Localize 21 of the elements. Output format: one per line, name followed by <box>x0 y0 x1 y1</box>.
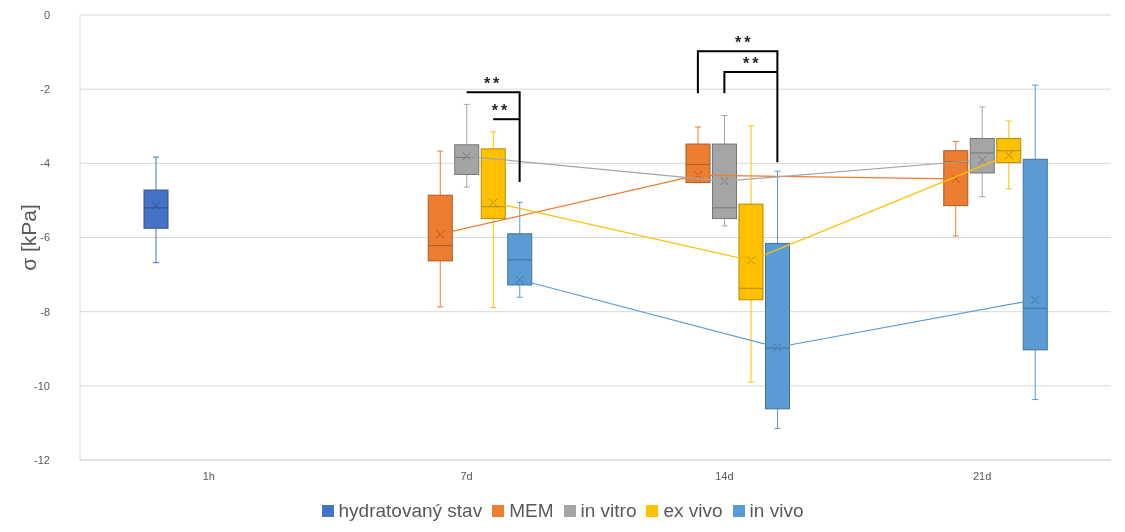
legend-label: in vitro <box>580 500 637 522</box>
y-tick-label: 0 <box>43 8 50 21</box>
legend-label: hydratovaný stav <box>338 500 483 522</box>
y-tick-label: -12 <box>34 453 50 466</box>
annotation: ** <box>735 34 754 52</box>
x-tick-label: 7d <box>460 469 473 482</box>
annotation: ** <box>742 55 762 73</box>
x-tick-label: 21d <box>972 469 992 482</box>
legend-label: in vivo <box>749 500 804 522</box>
annotation: ** <box>491 102 511 120</box>
y-tick-label: -8 <box>40 305 50 318</box>
y-tick-label: -10 <box>34 379 50 392</box>
x-tick-label: 1h <box>202 469 215 482</box>
x-tick-label: 14d <box>715 469 734 482</box>
y-axis-title: σ [kPa] <box>16 204 40 271</box>
annotation: ** <box>483 75 503 93</box>
y-tick-label: -6 <box>40 231 50 244</box>
y-tick-label: -4 <box>40 157 50 170</box>
legend-label: MEM <box>509 500 554 522</box>
y-tick-label: -2 <box>40 83 50 96</box>
legend-label: ex vivo <box>663 500 723 522</box>
